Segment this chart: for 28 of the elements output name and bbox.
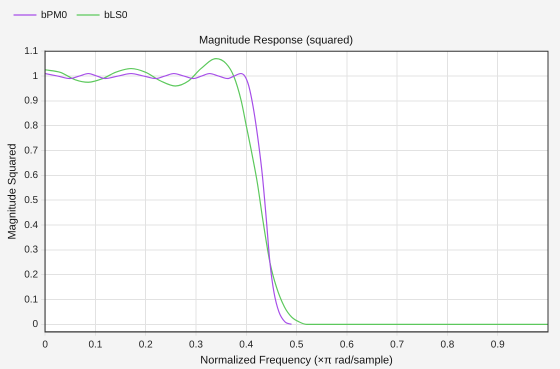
y-tick-label: 0.6 bbox=[24, 170, 39, 182]
x-tick-label: 0.5 bbox=[290, 340, 304, 351]
x-tick-label: 0.7 bbox=[390, 340, 405, 351]
y-tick-label: 0.8 bbox=[24, 120, 39, 132]
x-tick-label: 0.9 bbox=[490, 340, 506, 351]
legend-label: bPM0 bbox=[41, 10, 68, 21]
y-tick-label: 0.2 bbox=[24, 269, 39, 280]
x-tick-label: 0.2 bbox=[138, 340, 154, 351]
x-tick-label: 0.8 bbox=[440, 340, 455, 351]
y-tick-label: 0.5 bbox=[24, 194, 39, 206]
x-tick-label: 0.3 bbox=[189, 340, 204, 351]
y-axis-title: Magnitude Squared bbox=[6, 143, 19, 240]
y-tick-label: 0.9 bbox=[24, 96, 39, 107]
y-tick-label: 0.1 bbox=[24, 294, 39, 306]
y-tick-label: 1.1 bbox=[24, 46, 39, 57]
chart-title: Magnitude Response (squared) bbox=[198, 34, 354, 47]
y-tick-label: 0 bbox=[32, 319, 39, 330]
y-tick-label: 0.7 bbox=[24, 145, 39, 156]
x-tick-label: 0.1 bbox=[88, 340, 103, 351]
x-axis-title: Normalized Frequency (×π rad/sample) bbox=[200, 354, 393, 366]
x-tick-label: 0 bbox=[42, 340, 48, 351]
y-tick-label: 0.4 bbox=[24, 220, 39, 231]
y-tick-label: 1 bbox=[32, 70, 39, 82]
y-tick-label: 0.3 bbox=[24, 244, 39, 256]
line-series bbox=[45, 72, 292, 325]
x-tick-label: 0.4 bbox=[239, 340, 254, 351]
x-tick-label: 0.6 bbox=[340, 340, 354, 351]
legend-label: bLS0 bbox=[104, 10, 128, 21]
